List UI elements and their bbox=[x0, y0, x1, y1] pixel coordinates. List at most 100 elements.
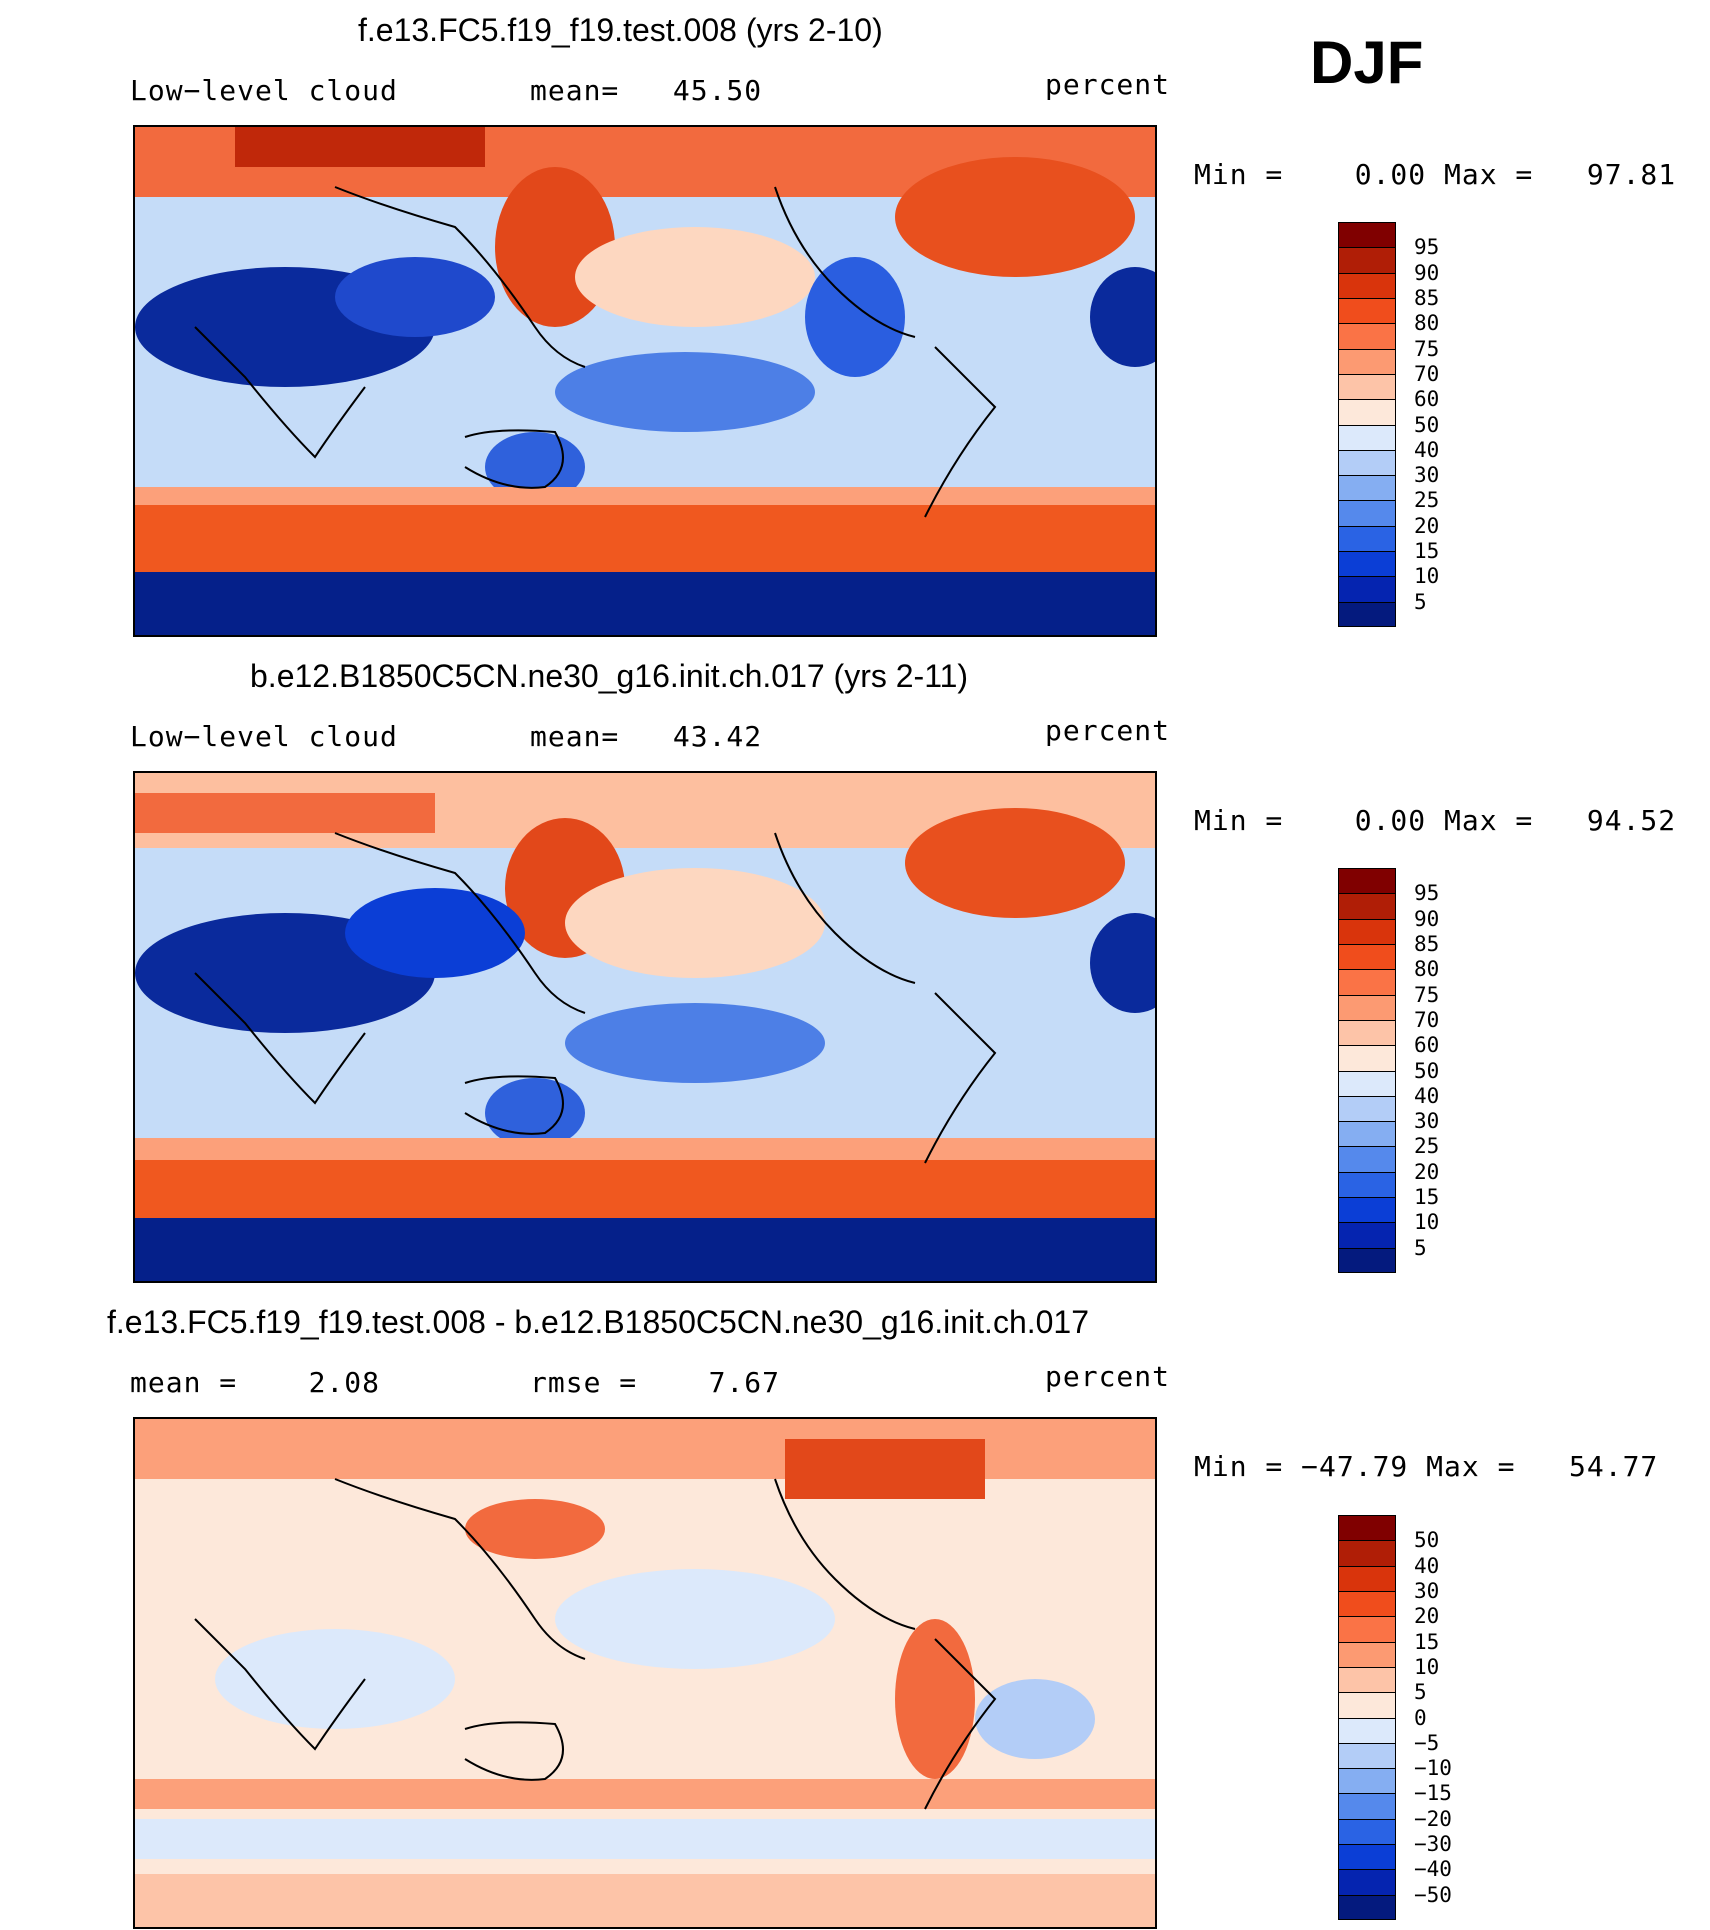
panel-2-tropics-low bbox=[565, 1003, 825, 1083]
panel-3-map-svg bbox=[135, 1419, 1155, 1927]
colorbar-swatch bbox=[1338, 868, 1396, 894]
panel-1-southern-transition bbox=[135, 487, 1155, 505]
colorbar-tick-label: −5 bbox=[1414, 1730, 1440, 1755]
panel-1-asia-dry bbox=[335, 257, 495, 337]
panel-1-australia bbox=[485, 432, 585, 502]
colorbar-swatch bbox=[1338, 1515, 1396, 1541]
panel-1-north-america-dry bbox=[805, 257, 905, 377]
colorbar-tick-label: 40 bbox=[1414, 1553, 1440, 1578]
panel-3-asia-red bbox=[465, 1499, 605, 1559]
colorbar-swatch bbox=[1338, 1247, 1396, 1273]
colorbar-tick-label: 5 bbox=[1414, 589, 1427, 614]
colorbar-tick-label: 20 bbox=[1414, 513, 1440, 538]
panel-3-coastlines bbox=[194, 1478, 997, 1810]
colorbar-tick-label: −10 bbox=[1414, 1756, 1452, 1781]
panel-2-variable-label: Low−level cloud bbox=[130, 720, 398, 753]
colorbar-swatch bbox=[1338, 1540, 1396, 1566]
colorbar-tick-label: 25 bbox=[1414, 488, 1440, 513]
colorbar-tick-label: 75 bbox=[1414, 336, 1440, 361]
colorbar-tick-label: 0 bbox=[1414, 1705, 1427, 1730]
panel-2-north-atlantic bbox=[905, 808, 1125, 918]
panel-3-title: f.e13.FC5.f19_f19.test.008 - b.e12.B1850… bbox=[107, 1304, 1090, 1340]
panel-2-asia-dry bbox=[345, 888, 525, 978]
panel-2-mean: mean= 43.42 bbox=[530, 720, 763, 753]
panel-2-southern-ocean bbox=[135, 1158, 1155, 1218]
colorbar-swatch bbox=[1338, 222, 1396, 248]
colorbar-tick-label: 10 bbox=[1414, 564, 1440, 589]
colorbar-swatch bbox=[1338, 373, 1396, 400]
colorbar-swatch bbox=[1338, 918, 1396, 944]
season-label: DJF bbox=[1310, 29, 1424, 96]
colorbar-tick-label: 60 bbox=[1414, 1033, 1440, 1058]
colorbar-swatch bbox=[1338, 475, 1396, 501]
panel-3-colorbar: 50 40 30 20 15 10 5 0 −5 −10 −15 −20 −30 −40 −50 bbox=[1338, 1515, 1452, 1920]
colorbar-swatch bbox=[1338, 449, 1396, 476]
colorbar-tick-label: 70 bbox=[1414, 1007, 1440, 1032]
panel-2-map-svg bbox=[135, 773, 1155, 1281]
panel-1-antarctica bbox=[135, 572, 1155, 635]
colorbar-tick-label: 30 bbox=[1414, 1109, 1440, 1134]
panel-2-map bbox=[133, 771, 1157, 1283]
colorbar-tick-label: 5 bbox=[1414, 1235, 1427, 1260]
colorbar-swatch bbox=[1338, 1641, 1396, 1667]
colorbar-swatch bbox=[1338, 272, 1396, 298]
colorbar-tick-label: −50 bbox=[1414, 1882, 1452, 1907]
panel-1-map-svg bbox=[135, 127, 1155, 635]
panel-1-tropics-low bbox=[555, 352, 815, 432]
colorbar-tick-label: 15 bbox=[1414, 539, 1440, 564]
colorbar-swatch bbox=[1338, 525, 1396, 552]
colorbar-tick-label: 20 bbox=[1414, 1159, 1440, 1184]
colorbar-swatch bbox=[1338, 348, 1396, 374]
colorbar-tick-label: 50 bbox=[1414, 1528, 1440, 1553]
panel-3-pacific-blue bbox=[555, 1569, 835, 1669]
colorbar-tick-label: 40 bbox=[1414, 1083, 1440, 1108]
colorbar-tick-label: 30 bbox=[1414, 1578, 1440, 1603]
colorbar-tick-label: −20 bbox=[1414, 1806, 1452, 1831]
colorbar-tick-label: −40 bbox=[1414, 1857, 1452, 1882]
colorbar-tick-label: 10 bbox=[1414, 1210, 1440, 1235]
colorbar-tick-label: 15 bbox=[1414, 1185, 1440, 1210]
colorbar-tick-label: 95 bbox=[1414, 235, 1440, 260]
colorbar-swatch bbox=[1338, 1146, 1396, 1172]
colorbar-swatch bbox=[1338, 399, 1396, 425]
colorbar-swatch bbox=[1338, 500, 1396, 526]
colorbar-tick-label: 70 bbox=[1414, 361, 1440, 386]
colorbar-tick-label: 80 bbox=[1414, 957, 1440, 982]
panel-2-coastlines bbox=[194, 832, 997, 1164]
colorbar-swatch bbox=[1338, 1742, 1396, 1769]
panel-3-antarctica bbox=[135, 1874, 1155, 1927]
colorbar-swatch bbox=[1338, 1045, 1396, 1071]
colorbar-swatch bbox=[1338, 576, 1396, 602]
colorbar-swatch bbox=[1338, 247, 1396, 273]
colorbar-swatch bbox=[1338, 1565, 1396, 1591]
colorbar-swatch bbox=[1338, 551, 1396, 577]
colorbar-tick-label: −15 bbox=[1414, 1781, 1452, 1806]
colorbar-swatch bbox=[1338, 1869, 1396, 1895]
panel-2-title: b.e12.B1850C5CN.ne30_g16.init.ch.017 (yr… bbox=[250, 658, 969, 694]
colorbar-swatch bbox=[1338, 1717, 1396, 1743]
panel-2-colorbar: 95 90 85 80 75 70 60 50 40 30 25 20 15 10 5 bbox=[1338, 868, 1439, 1273]
colorbar-tick-label: 5 bbox=[1414, 1680, 1427, 1705]
colorbar-swatch bbox=[1338, 943, 1396, 970]
colorbar-swatch bbox=[1338, 297, 1396, 324]
colorbar-tick-label: 60 bbox=[1414, 387, 1440, 412]
panel-3-units: percent bbox=[1045, 1360, 1171, 1393]
colorbar-tick-label: 90 bbox=[1414, 906, 1440, 931]
panel-3-southern-blue bbox=[135, 1819, 1155, 1859]
panel-1-map bbox=[133, 125, 1157, 637]
panel-2-antarctica bbox=[135, 1218, 1155, 1281]
panel-1-arctic-dark bbox=[235, 127, 485, 167]
panel-2-arctic-red bbox=[135, 793, 435, 833]
panel-3-andes-red bbox=[895, 1619, 975, 1779]
colorbar-tick-label: 25 bbox=[1414, 1134, 1440, 1159]
panel-1-minmax: Min = 0.00 Max = 97.81 bbox=[1194, 158, 1677, 191]
panel-3-map bbox=[133, 1417, 1157, 1929]
colorbar-tick-label: 85 bbox=[1414, 285, 1440, 310]
colorbar-swatch bbox=[1338, 1894, 1396, 1920]
panel-1-mean: mean= 45.50 bbox=[530, 74, 763, 107]
colorbar-swatch bbox=[1338, 994, 1396, 1020]
panel-3-mean: mean = 2.08 bbox=[130, 1366, 381, 1399]
panel-1-north-atlantic bbox=[895, 157, 1135, 277]
colorbar-swatch bbox=[1338, 1844, 1396, 1870]
colorbar-tick-label: 10 bbox=[1414, 1654, 1440, 1679]
